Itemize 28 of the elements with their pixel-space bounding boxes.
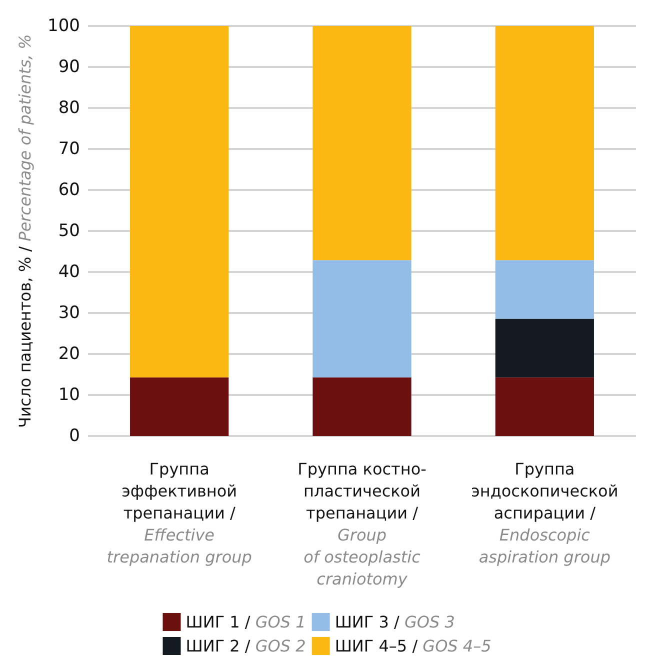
legend-label: ШИГ 1 / GOS 1: [186, 612, 306, 632]
y-tick-label: 0: [69, 426, 80, 446]
y-tick-label: 50: [58, 221, 80, 241]
bar: [130, 377, 229, 436]
y-tick-label: 10: [58, 385, 80, 405]
bar: [495, 26, 594, 260]
y-tick-label: 80: [58, 98, 80, 118]
bar: [312, 377, 412, 436]
x-tick-label: Группа эффективной трепанации / Effective trepanation group: [106, 460, 252, 566]
bar: [495, 260, 594, 319]
y-tick-label: 100: [48, 16, 80, 36]
legend-label: ШИГ 3 / GOS 3: [334, 612, 455, 632]
legend-label: ШИГ 2 / GOS 2: [186, 636, 306, 656]
bar: [312, 26, 412, 260]
y-tick-label: 70: [58, 139, 80, 159]
bar: [130, 26, 229, 378]
y-tick-label: 20: [58, 344, 80, 364]
bar: [495, 318, 594, 378]
y-tick-label: 40: [58, 262, 80, 282]
x-tick-label: Группа эндоскопической аспирации / Endoscopic aspiration group: [471, 460, 618, 566]
y-axis-title: Число пациентов, % / Percentage of patients, %: [16, 34, 34, 428]
y-tick-label: 60: [58, 180, 80, 200]
bar: [312, 260, 412, 378]
bar: [495, 377, 594, 436]
legend-label: ШИГ 4–5 / GOS 4–5: [334, 636, 492, 656]
y-tick-label: 30: [58, 303, 80, 323]
x-tick-label: Группа костно- пластической трепанации / Group of osteoplastic craniotomy: [298, 460, 426, 588]
y-tick-label: 90: [58, 57, 80, 77]
